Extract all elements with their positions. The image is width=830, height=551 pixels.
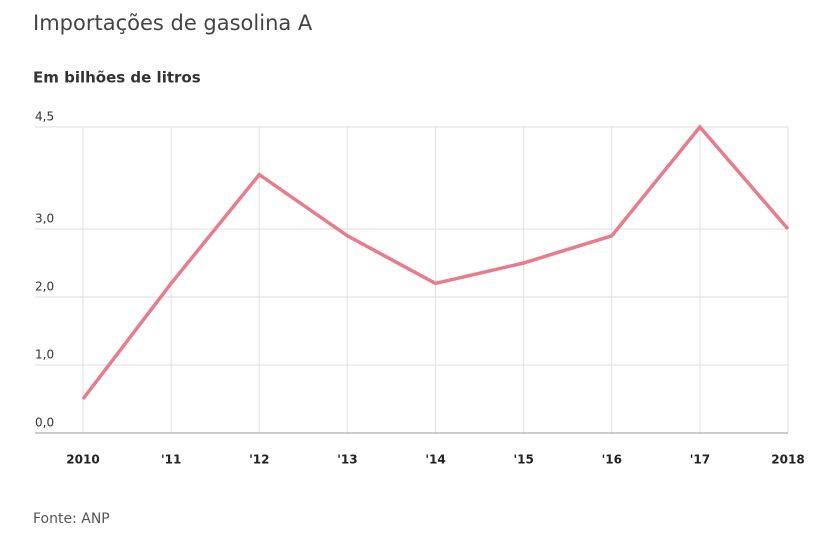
y-tick-label: 3,0 [35,212,54,226]
x-tick-label: '11 [161,453,181,467]
x-tick-label: '12 [249,453,269,467]
x-tick-label: '13 [337,453,357,467]
source: Fonte: ANP [33,511,110,527]
y-tick-label: 2,0 [35,280,54,294]
y-tick-label: 0,0 [35,416,54,430]
y-tick-label: 1,0 [35,348,54,362]
x-tick-label: '17 [690,453,710,467]
x-tick-label: 2018 [771,453,804,467]
x-tick-label: '14 [425,453,445,467]
chart-subtitle: Em bilhões de litros [33,69,201,87]
x-tick-label: '16 [602,453,622,467]
data-line [81,124,790,401]
y-tick-label: 4,5 [35,110,54,124]
x-tick-label: 2010 [66,453,99,467]
chart-title: Importações de gasolina A [33,11,313,35]
x-tick-label: '15 [513,453,533,467]
